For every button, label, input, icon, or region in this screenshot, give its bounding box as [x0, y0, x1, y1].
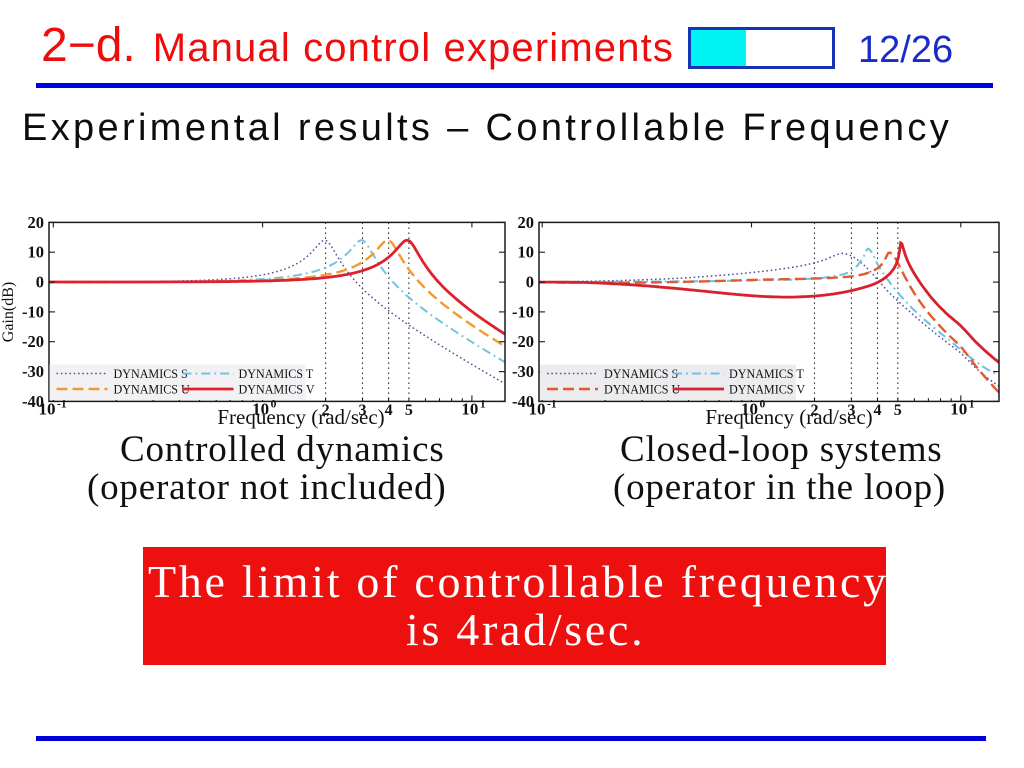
svg-text:10: 10: [461, 399, 478, 418]
svg-text:10: 10: [252, 399, 269, 418]
svg-text:DYNAMICS T: DYNAMICS T: [729, 367, 804, 381]
svg-text:10: 10: [741, 399, 758, 418]
svg-text:DYNAMICS V: DYNAMICS V: [239, 383, 315, 397]
svg-text:2: 2: [811, 402, 819, 419]
svg-text:-30: -30: [22, 362, 44, 381]
svg-text:2: 2: [322, 402, 330, 419]
svg-text:20: 20: [28, 213, 45, 232]
svg-text:3: 3: [847, 402, 855, 419]
svg-text:3: 3: [359, 402, 367, 419]
svg-text:Gain(dB): Gain(dB): [0, 282, 17, 342]
svg-text:10: 10: [950, 399, 967, 418]
svg-text:-20: -20: [512, 332, 534, 351]
svg-text:-10: -10: [512, 302, 534, 321]
svg-text:-1: -1: [57, 398, 67, 410]
svg-text:DYNAMICS U: DYNAMICS U: [604, 383, 681, 397]
svg-text:DYNAMICS U: DYNAMICS U: [114, 383, 191, 397]
svg-text:1: 1: [969, 398, 975, 410]
svg-text:DYNAMICS T: DYNAMICS T: [239, 367, 314, 381]
svg-text:4: 4: [874, 402, 882, 419]
svg-text:0: 0: [36, 273, 44, 292]
svg-text:-30: -30: [512, 362, 534, 381]
svg-text:Frequency (rad/sec): Frequency (rad/sec): [217, 405, 384, 429]
svg-text:0: 0: [271, 398, 277, 410]
svg-text:-20: -20: [22, 332, 44, 351]
svg-text:0: 0: [526, 273, 534, 292]
svg-text:1: 1: [480, 398, 486, 410]
svg-text:DYNAMICS S: DYNAMICS S: [604, 367, 678, 381]
svg-text:5: 5: [894, 402, 902, 419]
svg-text:0: 0: [760, 398, 766, 410]
svg-text:DYNAMICS V: DYNAMICS V: [729, 383, 805, 397]
svg-text:4: 4: [385, 402, 393, 419]
svg-text:-40: -40: [512, 392, 534, 411]
svg-text:10: 10: [39, 399, 56, 418]
svg-text:-1: -1: [547, 398, 557, 410]
svg-text:-40: -40: [22, 392, 44, 411]
svg-text:5: 5: [405, 402, 413, 419]
svg-text:10: 10: [28, 243, 45, 262]
svg-text:Frequency (rad/sec): Frequency (rad/sec): [705, 405, 872, 429]
svg-text:DYNAMICS S: DYNAMICS S: [114, 367, 188, 381]
svg-text:20: 20: [518, 213, 535, 232]
svg-text:10: 10: [518, 243, 535, 262]
svg-text:-10: -10: [22, 302, 44, 321]
svg-text:10: 10: [529, 399, 546, 418]
